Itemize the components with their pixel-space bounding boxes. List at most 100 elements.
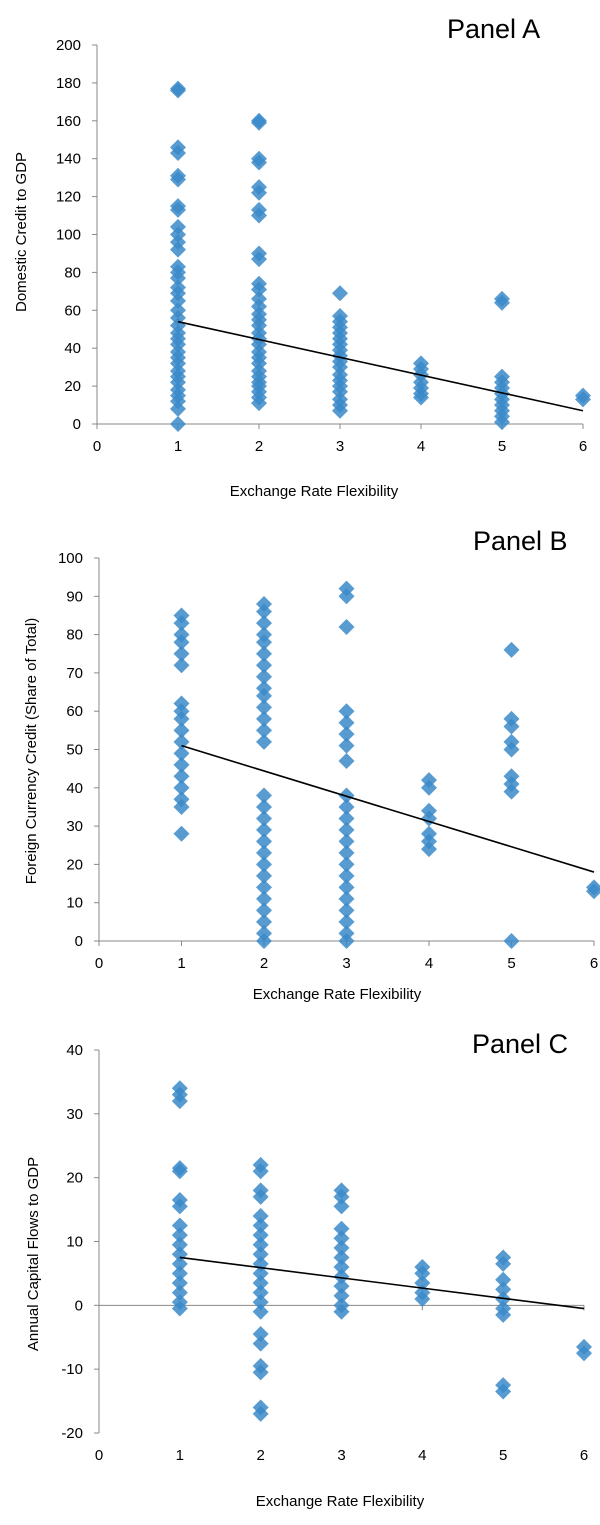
panel-b-data-point [256,657,272,674]
panel-c-data-point [171,1198,188,1215]
panel-a-data-point [251,207,267,224]
panel-b-data-point [338,933,355,949]
panel-c-data-point [252,1227,269,1244]
panel-b-data-point [586,883,600,900]
panel-c-x-tick-label: 5 [499,1447,507,1464]
panel-b-data-point [256,933,272,949]
panel-c-y-tick-label: -20 [61,1425,83,1442]
panel-b-data-point [256,699,272,716]
panel-b-data-point [256,645,272,662]
panel-a-data-point [170,145,186,162]
panel-b-title: Panel B [473,526,568,556]
panel-a-data-point [170,292,186,309]
panel-c-data-point [171,1284,188,1301]
panel-b-data-point [173,634,190,651]
panel-c-x-tick-label: 0 [95,1447,103,1464]
panel-c-data-point [252,1207,269,1224]
panel-b-data-point [256,856,272,873]
panel-c-data-point [333,1259,350,1276]
panel-a-y-tick-label: 40 [64,340,81,357]
panel-c-data-point [333,1268,350,1285]
panel-b-data-point [338,737,355,754]
panel-b-y-tick-label: 70 [66,665,83,682]
panel-c-data-point [252,1246,269,1263]
panel-b-data-point [503,718,520,735]
panel-b-data-point [173,798,190,815]
panel-c-x-tick-label: 4 [418,1447,426,1464]
panel-c-data-point [333,1287,350,1304]
panel-b-data-point [173,710,190,727]
panel-c-data-point [171,1163,188,1180]
panel-b-data-point [256,913,272,930]
panel-b-data-point [503,933,520,949]
panel-a-title: Panel A [447,14,540,44]
panel-b-data-point [256,833,272,850]
panel-b-data-point [338,833,355,850]
panel-b-y-tick-label: 80 [66,627,83,644]
panel-b-data-point [338,856,355,873]
panel-b-data-point [256,787,272,804]
panel-b-data-point [256,867,272,884]
panel-a-chart: Panel A Exchange Rate Flexibility Domest… [0,0,600,505]
panel-b-data-point [256,634,272,651]
panel-c-data-point [252,1217,269,1234]
panel-c-data-point [252,1265,269,1282]
panel-b-data-point [256,810,272,827]
panel-c-data-point [252,1326,269,1343]
panel-b-data-point [173,733,190,750]
panel-b-data-point [173,779,190,796]
panel-c-data-point [252,1163,269,1180]
panel-c-data-point [495,1306,512,1323]
panel-a-y-tick-label: 60 [64,302,81,319]
panel-c-data-point [495,1281,512,1298]
panel-a-data-point [332,402,348,419]
panel-c-chart: Panel C Exchange Rate Flexibility Annual… [0,1010,600,1520]
panel-a-x-tick-label: 4 [417,438,425,455]
panel-b-data-point [256,821,272,838]
panel-c-data-point [333,1239,350,1256]
panel-b-y-tick-label: 10 [66,895,83,912]
panel-c-x-axis-title: Exchange Rate Flexibility [256,1493,425,1510]
panel-b-data-point [338,618,355,635]
panel-a-y-tick-label: 180 [56,75,81,92]
panel-c-y-tick-label: 10 [66,1234,83,1251]
panel-b-data-point [338,703,355,720]
panel-b-data-point [256,733,272,750]
panel-b-data-point [421,779,437,796]
panel-a-data-point [575,391,591,408]
panel-c-data-point [171,1274,188,1291]
panel-b-data-point [503,741,520,758]
panel-a-y-axis-title: Domestic Credit to GDP [13,152,30,312]
panel-a-y-tick-label: 20 [64,378,81,395]
panel-b-x-tick-label: 1 [177,955,185,972]
panel-a-data-point [170,270,186,287]
panel-b-data-point [338,902,355,919]
panel-c-data-point [333,1230,350,1247]
panel-c-x-tick-label: 2 [256,1447,264,1464]
panel-c-data-point [333,1188,350,1205]
panel-a-x-axis-title: Exchange Rate Flexibility [230,483,399,500]
panel-c-data-point [333,1198,350,1215]
panel-b-data-point [256,615,272,632]
panel-b-data-point [338,810,355,827]
panel-b-data-point [256,668,272,685]
panel-a-y-tick-label: 160 [56,113,81,130]
panel-c-data-point [495,1383,512,1400]
panel-b-data-point [503,783,520,800]
panel-b-y-tick-label: 50 [66,742,83,759]
panel-b-x-tick-label: 2 [260,955,268,972]
panel-c-data-point [495,1255,512,1272]
panel-a-data-point [494,414,510,431]
panel-b-data-point [338,726,355,743]
panel-c-data-point [333,1220,350,1237]
panel-a-data-point [251,184,267,201]
panel-b-x-tick-label: 0 [95,955,103,972]
panel-b-data-point [338,879,355,896]
panel-c-data-point [414,1290,431,1307]
panel-b-trendline [181,744,595,873]
panel-b-y-tick-label: 20 [66,856,83,873]
panel-c-data-point [171,1236,188,1253]
panel-b-data-point [338,913,355,930]
panel-a-data-point [413,389,429,406]
panel-c-data-point [333,1303,350,1320]
